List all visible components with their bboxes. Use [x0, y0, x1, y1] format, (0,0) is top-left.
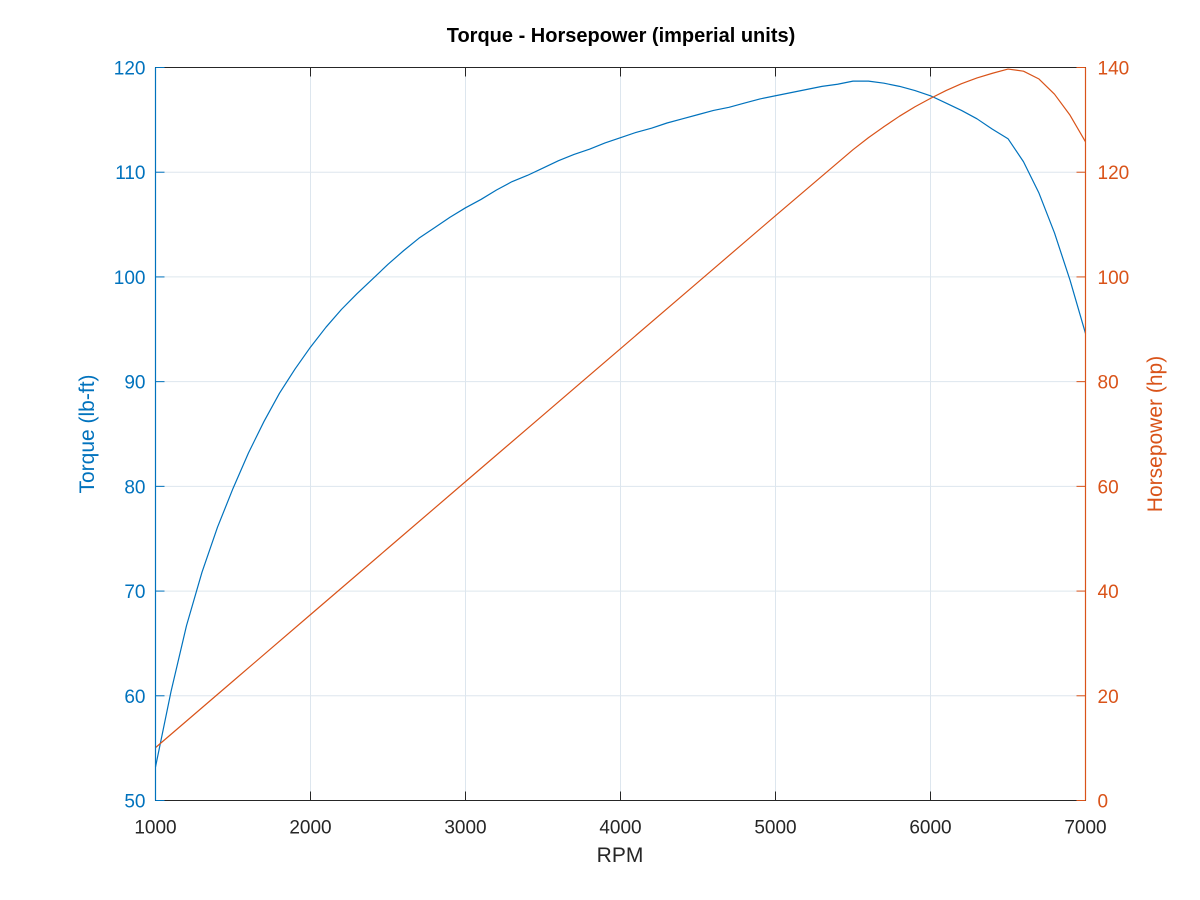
right-y-tick-label: 40: [1098, 582, 1119, 603]
left-y-axis-label: Torque (lb-ft): [76, 374, 99, 493]
left-y-tick-label: 70: [124, 582, 145, 603]
grid: [155, 67, 1086, 801]
chart-title: Torque - Horsepower (imperial units): [447, 25, 796, 47]
left-y-tick-label: 120: [114, 59, 146, 80]
x-tick-label: 7000: [1064, 818, 1106, 839]
right-y-tick-label: 0: [1098, 792, 1109, 813]
ticks: 1000 2000 3000 4000 5000 6000 7000506070809010…: [114, 59, 1129, 839]
left-y-tick-label: 90: [124, 373, 145, 394]
left-y-tick-label: 80: [124, 477, 145, 498]
x-tick-label: 5000: [754, 818, 796, 839]
right-y-tick-label: 60: [1098, 477, 1119, 498]
series-layer: [154, 68, 1087, 768]
right-y-axis-label: Horsepower (hp): [1144, 356, 1167, 512]
horsepower-series-line: [155, 68, 1087, 749]
torque-series-line: [154, 80, 1087, 768]
right-y-tick-label: 80: [1098, 373, 1119, 394]
left-y-tick-label: 60: [124, 687, 145, 708]
x-tick-label: 4000: [599, 818, 641, 839]
x-tick-label: 3000: [444, 818, 486, 839]
right-y-tick-label: 120: [1098, 163, 1130, 184]
right-y-tick-label: 140: [1098, 59, 1130, 80]
left-y-tick-label: 100: [114, 268, 146, 289]
right-y-tick-label: 20: [1098, 687, 1119, 708]
x-tick-label: 6000: [909, 818, 951, 839]
x-tick-label: 2000: [289, 818, 331, 839]
left-y-tick-label: 50: [124, 792, 145, 813]
x-tick-label: 1000: [134, 818, 176, 839]
left-y-tick-label: 110: [115, 163, 145, 184]
right-y-tick-label: 100: [1098, 268, 1130, 289]
x-axis-label: RPM: [597, 844, 644, 867]
